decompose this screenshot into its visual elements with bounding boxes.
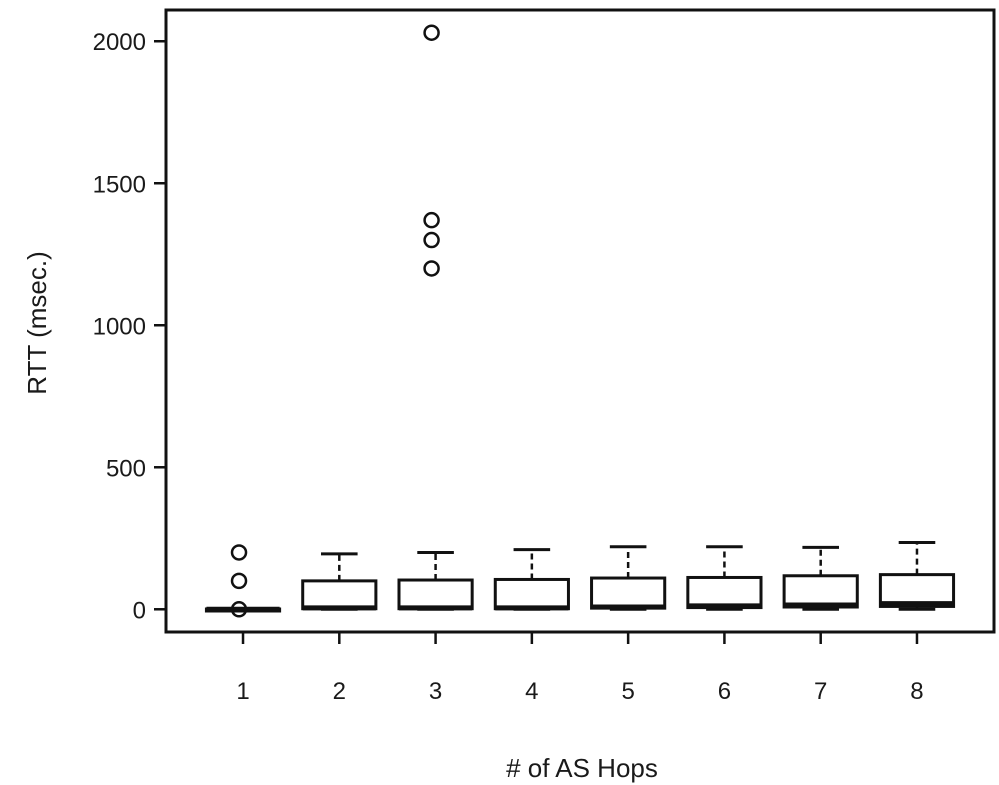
box bbox=[493, 577, 570, 611]
x-tick-label: 1 bbox=[236, 678, 249, 705]
box bbox=[397, 578, 474, 611]
box-group-3 bbox=[397, 24, 474, 611]
x-axis: 1 2 3 4 5 6 7 8 bbox=[236, 632, 924, 705]
box-group-8 bbox=[878, 541, 956, 611]
y-tick-label: 500 bbox=[106, 455, 146, 482]
y-tick-label: 1500 bbox=[93, 171, 146, 198]
box bbox=[686, 575, 763, 610]
box bbox=[301, 579, 378, 611]
x-axis-title: # of AS Hops bbox=[506, 753, 658, 783]
box-group-7 bbox=[782, 545, 859, 611]
y-axis: 0 500 1000 1500 2000 bbox=[93, 29, 166, 624]
plot-area bbox=[164, 8, 996, 634]
x-tick-label: 7 bbox=[814, 678, 827, 705]
outlier-point bbox=[423, 260, 440, 277]
x-tick-label: 3 bbox=[429, 678, 442, 705]
box-group-5 bbox=[590, 545, 667, 611]
x-tick-label: 5 bbox=[621, 678, 634, 705]
outlier-point bbox=[423, 231, 440, 249]
outlier-point bbox=[230, 572, 248, 590]
box-group-6 bbox=[686, 545, 763, 611]
x-tick-label: 8 bbox=[910, 678, 923, 705]
y-tick-label: 0 bbox=[133, 597, 146, 624]
y-tick-label: 1000 bbox=[93, 313, 146, 340]
y-axis-title: RTT (msec.) bbox=[22, 251, 52, 394]
box-group-4 bbox=[493, 548, 570, 611]
box bbox=[590, 576, 667, 610]
box bbox=[782, 574, 859, 609]
outlier-point bbox=[230, 601, 248, 618]
plot-frame bbox=[164, 8, 996, 634]
x-tick-label: 6 bbox=[718, 678, 731, 705]
box-group-1 bbox=[204, 544, 282, 618]
x-tick-label: 2 bbox=[333, 678, 346, 705]
y-tick-label: 2000 bbox=[93, 29, 146, 56]
outlier-point bbox=[230, 544, 248, 561]
outlier-point bbox=[423, 24, 440, 41]
outlier-point bbox=[423, 211, 440, 229]
x-tick-label: 4 bbox=[525, 678, 538, 705]
box-group-2 bbox=[301, 552, 378, 611]
